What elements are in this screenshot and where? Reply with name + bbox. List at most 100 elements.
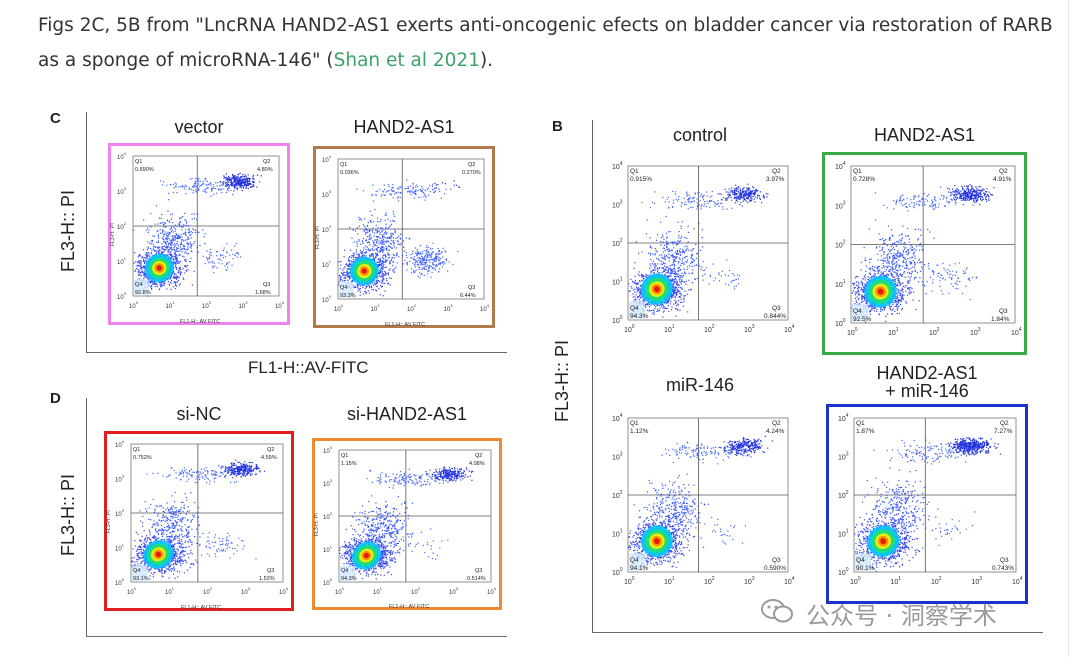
highlight-box — [313, 146, 495, 328]
small-x-axis-label: FL1-H:: AV FITC — [181, 605, 221, 611]
y-tick-label: 102 — [322, 224, 332, 234]
y-tick-label: 100 — [612, 567, 623, 577]
x-tick-label: 100 — [847, 327, 858, 337]
q1-value: 0.915% — [630, 176, 652, 183]
y-tick-label: 100 — [117, 291, 127, 301]
panel-d-ylabel: FL3-H:: PI — [58, 473, 78, 556]
panel-letter-b: B — [552, 118, 563, 135]
y-tick-label: 102 — [117, 221, 127, 231]
y-tick-label: 100 — [612, 315, 623, 325]
y-tick-label: 102 — [115, 508, 125, 518]
x-tick-label: 104 — [1012, 576, 1023, 586]
y-tick-label: 103 — [612, 200, 623, 210]
wechat-icon — [761, 599, 793, 623]
small-y-axis-label: FL3-H:: PI — [110, 223, 116, 246]
x-tick-label: 101 — [891, 576, 902, 586]
small-y-axis-label: FL3-H:: PI — [315, 226, 321, 249]
scatter-points — [131, 459, 266, 581]
x-tick-label: 104 — [275, 300, 285, 310]
q3-label: Q3 — [999, 308, 1008, 315]
q3-value: 0.743% — [992, 565, 1014, 572]
x-tick-label: 103 — [972, 576, 983, 586]
y-tick-label: 100 — [115, 577, 125, 587]
q3-label: Q3 — [772, 305, 781, 312]
q4-value: 90.1% — [856, 565, 875, 572]
scatter-points — [851, 184, 995, 323]
q1-value: 1.87% — [856, 428, 875, 435]
x-tick-label: 100 — [624, 576, 635, 586]
x-tick-label: 100 — [334, 303, 344, 313]
x-tick-label: 102 — [704, 576, 715, 586]
q1-label: Q1 — [133, 447, 140, 453]
highlight-box — [104, 431, 294, 611]
q2-label: Q2 — [999, 168, 1008, 175]
q1-label: Q1 — [630, 168, 639, 175]
y-tick-label: 101 — [117, 256, 127, 266]
highlight-box — [108, 143, 290, 325]
x-tick-label: 101 — [373, 586, 383, 596]
q4-label: Q4 — [340, 285, 347, 291]
q3-label: Q3 — [263, 282, 270, 288]
q1-value: 0.752% — [133, 455, 152, 461]
y-tick-label: 104 — [115, 439, 125, 449]
x-tick-label: 102 — [407, 303, 417, 313]
q4-value: 93.1% — [133, 576, 149, 582]
y-tick-label: 100 — [838, 567, 849, 577]
q4-label: Q4 — [341, 568, 348, 574]
q2-label: Q2 — [263, 159, 270, 165]
x-tick-label: 100 — [624, 324, 635, 334]
scatter-points — [133, 172, 262, 297]
scatter-points — [854, 437, 1002, 573]
q4-value: 94.3% — [341, 576, 357, 582]
x-tick-label: 104 — [784, 324, 795, 334]
x-tick-label: 101 — [166, 300, 176, 310]
q4-value: 92.5% — [853, 316, 872, 323]
y-tick-label: 104 — [612, 413, 623, 423]
panel-d-frame — [86, 398, 507, 637]
highlight-box — [822, 152, 1027, 355]
q4-value: 92.8% — [135, 290, 151, 296]
q2-label: Q2 — [475, 453, 482, 459]
x-tick-label: 104 — [487, 586, 497, 596]
q3-value: 0.514% — [467, 576, 486, 582]
y-tick-label: 101 — [838, 529, 849, 539]
panel-letter-c: C — [50, 110, 61, 127]
q2-value: 0.270% — [462, 170, 481, 176]
q3-value: 1.84% — [991, 316, 1010, 323]
x-tick-label: 102 — [411, 586, 421, 596]
q2-value: 4.24% — [766, 428, 785, 435]
citation-link[interactable]: Shan et al 2021 — [333, 50, 480, 71]
x-tick-label: 101 — [664, 324, 675, 334]
x-tick-label: 100 — [335, 586, 345, 596]
y-tick-label: 102 — [323, 511, 333, 521]
y-tick-label: 101 — [612, 277, 623, 287]
x-tick-label: 102 — [704, 324, 715, 334]
q4-label: Q4 — [133, 568, 140, 574]
x-tick-label: 100 — [850, 576, 861, 586]
x-tick-label: 103 — [744, 324, 755, 334]
x-tick-label: 102 — [931, 576, 942, 586]
q3-label: Q3 — [468, 285, 475, 291]
x-tick-label: 103 — [241, 586, 251, 596]
y-tick-label: 103 — [322, 189, 332, 199]
q1-label: Q1 — [340, 162, 347, 168]
x-tick-label: 100 — [127, 586, 137, 596]
panel-b-frame — [592, 120, 1043, 633]
x-tick-label: 103 — [449, 586, 459, 596]
q3-value: 6.44% — [460, 293, 476, 299]
x-tick-label: 102 — [202, 300, 212, 310]
small-y-axis-label: FL3-H:: PI — [314, 513, 320, 536]
y-tick-label: 100 — [323, 577, 333, 587]
q2-value: 3.97% — [766, 176, 785, 183]
figure-caption: Figs 2C, 5B from "LncRNA HAND2-AS1 exert… — [38, 8, 1058, 78]
y-tick-label: 103 — [838, 452, 849, 462]
x-tick-label: 103 — [970, 327, 981, 337]
caption-suffix: ). — [479, 50, 494, 71]
y-tick-label: 102 — [835, 240, 846, 250]
q1-label: Q1 — [630, 420, 639, 427]
x-tick-label: 102 — [203, 586, 213, 596]
q1-label: Q1 — [856, 420, 865, 427]
